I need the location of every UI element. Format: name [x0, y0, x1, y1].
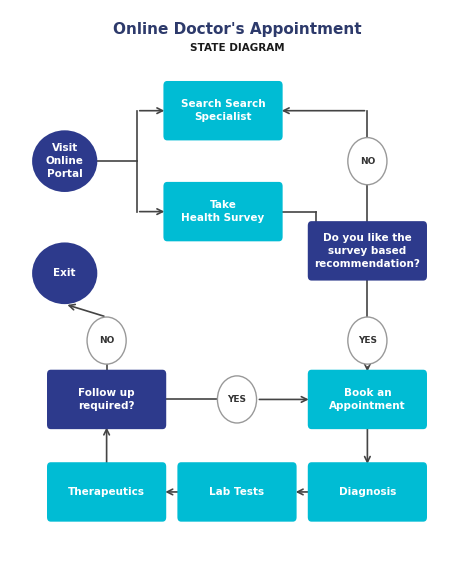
Text: Diagnosis: Diagnosis	[339, 487, 396, 497]
FancyBboxPatch shape	[308, 462, 427, 522]
FancyBboxPatch shape	[308, 221, 427, 281]
Circle shape	[348, 138, 387, 185]
Text: YES: YES	[228, 395, 246, 404]
FancyBboxPatch shape	[47, 370, 166, 429]
Text: Visit
Online
Portal: Visit Online Portal	[46, 143, 83, 179]
FancyBboxPatch shape	[164, 182, 283, 241]
Circle shape	[348, 317, 387, 364]
FancyBboxPatch shape	[47, 462, 166, 522]
FancyBboxPatch shape	[308, 370, 427, 429]
Text: NO: NO	[360, 156, 375, 166]
Text: Search Search
Specialist: Search Search Specialist	[181, 99, 265, 122]
Circle shape	[218, 376, 256, 423]
Text: Book an
Appointment: Book an Appointment	[329, 388, 406, 411]
Text: Lab Tests: Lab Tests	[210, 487, 264, 497]
Ellipse shape	[32, 242, 97, 304]
Text: Online Doctor's Appointment: Online Doctor's Appointment	[113, 22, 361, 37]
FancyBboxPatch shape	[177, 462, 297, 522]
Text: Exit: Exit	[54, 269, 76, 278]
Text: STATE DIAGRAM: STATE DIAGRAM	[190, 43, 284, 53]
Text: Follow up
required?: Follow up required?	[78, 388, 135, 411]
Text: YES: YES	[358, 336, 377, 345]
FancyBboxPatch shape	[164, 81, 283, 141]
Text: NO: NO	[99, 336, 114, 345]
Circle shape	[87, 317, 126, 364]
Ellipse shape	[32, 130, 97, 192]
Text: Take
Health Survey: Take Health Survey	[182, 200, 264, 223]
Text: Do you like the
survey based
recommendation?: Do you like the survey based recommendat…	[314, 233, 420, 269]
Text: Therapeutics: Therapeutics	[68, 487, 145, 497]
